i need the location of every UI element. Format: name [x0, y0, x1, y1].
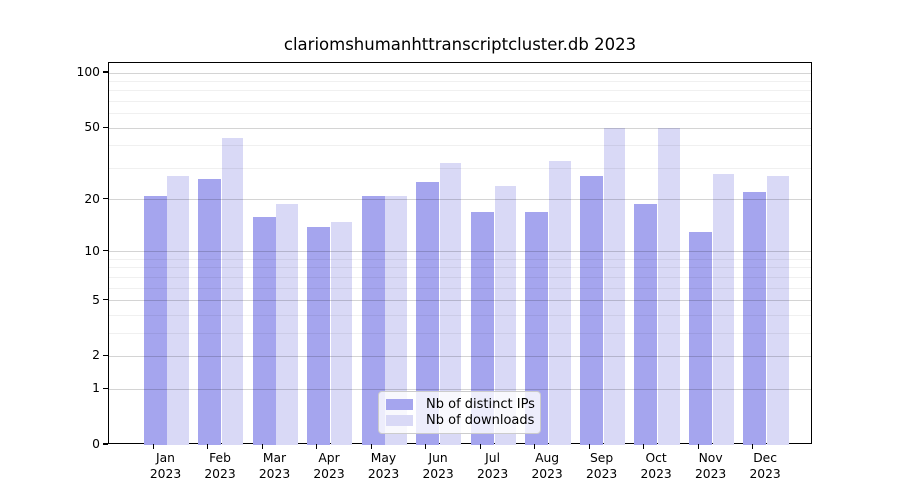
bar-distinct-ips-aug — [525, 212, 549, 445]
gridline-major — [109, 388, 811, 390]
bar-downloads-may — [385, 195, 407, 445]
y-axis-tick-label: 0 — [92, 437, 100, 451]
gridline-major — [109, 127, 811, 129]
y-axis-tick-label: 2 — [92, 348, 100, 363]
y-axis-tick — [103, 299, 108, 301]
x-axis-tick-label: Jun 2023 — [422, 451, 454, 481]
bar-distinct-ips-sep — [579, 176, 603, 445]
x-axis-tick-label: Nov 2023 — [694, 451, 727, 481]
chart-title: clariomshumanhttranscriptcluster.db 2023 — [283, 35, 637, 54]
legend-label-distinct-ips: Nb of distinct IPs — [426, 396, 535, 412]
bar-downloads-sep — [603, 128, 626, 445]
gridline-minor — [109, 113, 811, 115]
bar-downloads-jul — [494, 185, 517, 445]
gridline-minor — [109, 287, 811, 289]
gridline-major — [109, 251, 811, 253]
x-axis-tick — [534, 444, 536, 449]
gridline-minor — [109, 80, 811, 82]
x-axis-tick-label: May 2023 — [367, 451, 400, 481]
y-axis-tick — [103, 354, 108, 356]
gridline-major — [109, 300, 811, 302]
bar-distinct-ips-mar — [252, 216, 276, 445]
x-axis-tick-label: Apr 2023 — [313, 451, 345, 481]
bar-distinct-ips-dec — [743, 192, 767, 445]
x-axis-tick — [261, 444, 263, 449]
x-axis-tick-label: Jan 2023 — [149, 451, 182, 481]
bar-downloads-apr — [330, 221, 353, 445]
x-axis-tick — [643, 444, 645, 449]
x-axis-tick — [697, 444, 699, 449]
bar-distinct-ips-feb — [198, 179, 222, 445]
y-axis-tick — [103, 71, 108, 73]
y-axis-tick-label: 10 — [84, 243, 100, 258]
bar-downloads-nov — [712, 173, 735, 445]
gridline-minor — [109, 258, 811, 260]
bar-downloads-feb — [221, 138, 244, 445]
legend-swatch-downloads — [386, 415, 413, 427]
legend: Nb of distinct IPs Nb of downloads — [378, 391, 541, 434]
y-axis-tick-label: 20 — [84, 191, 100, 206]
bar-distinct-ips-jan — [143, 195, 167, 445]
legend-item-distinct-ips: Nb of distinct IPs — [386, 396, 535, 412]
x-axis-tick — [152, 444, 154, 449]
bar-downloads-aug — [549, 160, 571, 445]
x-axis-tick-label: Sep 2023 — [585, 451, 618, 481]
y-axis-tick-label: 100 — [76, 65, 100, 79]
gridline-minor — [109, 276, 811, 278]
gridline-minor — [109, 314, 811, 316]
y-axis-tick — [103, 250, 108, 252]
y-axis-tick — [103, 126, 108, 128]
bar-distinct-ips-apr — [307, 226, 331, 445]
x-axis-tick-label: Aug 2023 — [531, 451, 563, 481]
bar-downloads-jan — [167, 176, 189, 445]
bar-distinct-ips-may — [361, 195, 385, 445]
bar-distinct-ips-nov — [688, 232, 712, 445]
bar-distinct-ips-jul — [470, 212, 494, 445]
gridline-minor — [109, 267, 811, 269]
y-axis-tick-label: 1 — [92, 381, 100, 396]
y-axis-tick — [103, 443, 108, 445]
x-axis-tick — [752, 444, 754, 449]
x-axis-tick — [207, 444, 209, 449]
legend-label-downloads: Nb of downloads — [426, 413, 535, 429]
y-axis-tick — [103, 198, 108, 200]
x-axis-tick — [316, 444, 318, 449]
x-axis-tick-label: Dec 2023 — [749, 451, 781, 481]
y-axis-tick-label: 5 — [92, 292, 100, 307]
x-axis-tick-label: Jul 2023 — [476, 451, 509, 481]
bar-downloads-jun — [439, 163, 462, 445]
x-axis-tick — [425, 444, 427, 449]
gridline-minor — [109, 90, 811, 92]
x-axis-tick — [588, 444, 590, 449]
gridline-minor — [109, 100, 811, 102]
plot-area — [108, 62, 812, 445]
gridline-major — [109, 72, 811, 74]
gridline-major — [109, 199, 811, 201]
x-axis-tick-label: Oct 2023 — [640, 451, 672, 481]
bar-distinct-ips-oct — [634, 203, 658, 445]
legend-item-downloads: Nb of downloads — [386, 413, 535, 429]
bar-downloads-dec — [767, 176, 789, 445]
y-axis-tick-label: 50 — [84, 120, 100, 135]
gridline-minor — [109, 332, 811, 334]
x-axis-tick — [370, 444, 372, 449]
x-axis-tick — [479, 444, 481, 449]
x-axis-tick-label: Mar 2023 — [258, 451, 291, 481]
bar-distinct-ips-jun — [416, 182, 440, 445]
bar-downloads-mar — [276, 203, 298, 445]
gridline-minor — [109, 167, 811, 169]
legend-swatch-distinct-ips — [386, 398, 413, 410]
y-axis-tick — [103, 387, 108, 389]
bar-downloads-oct — [658, 128, 680, 445]
gridline-major — [109, 355, 811, 357]
x-axis-tick-label: Feb 2023 — [204, 451, 236, 481]
gridline-minor — [109, 145, 811, 147]
